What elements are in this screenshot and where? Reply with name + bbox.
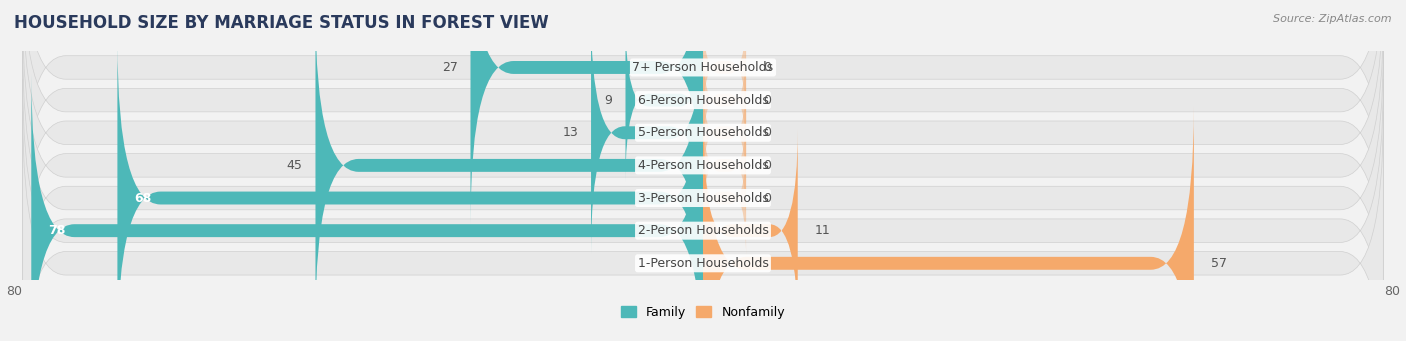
FancyBboxPatch shape — [703, 41, 747, 159]
Text: 27: 27 — [441, 61, 457, 74]
FancyBboxPatch shape — [703, 107, 747, 224]
FancyBboxPatch shape — [703, 74, 747, 192]
FancyBboxPatch shape — [703, 130, 797, 332]
Text: 5-Person Households: 5-Person Households — [637, 126, 769, 139]
FancyBboxPatch shape — [22, 14, 1384, 317]
Text: 68: 68 — [135, 192, 152, 205]
Text: Source: ZipAtlas.com: Source: ZipAtlas.com — [1274, 14, 1392, 24]
FancyBboxPatch shape — [22, 0, 1384, 219]
FancyBboxPatch shape — [471, 0, 703, 224]
FancyBboxPatch shape — [703, 107, 1194, 341]
Text: 0: 0 — [763, 94, 772, 107]
Text: 6-Person Households: 6-Person Households — [637, 94, 769, 107]
Text: 11: 11 — [815, 224, 831, 237]
FancyBboxPatch shape — [22, 47, 1384, 341]
FancyBboxPatch shape — [703, 139, 747, 257]
Text: 45: 45 — [287, 159, 302, 172]
Text: 13: 13 — [562, 126, 578, 139]
FancyBboxPatch shape — [117, 41, 703, 341]
Text: HOUSEHOLD SIZE BY MARRIAGE STATUS IN FOREST VIEW: HOUSEHOLD SIZE BY MARRIAGE STATUS IN FOR… — [14, 14, 548, 32]
Text: 4-Person Households: 4-Person Households — [637, 159, 769, 172]
FancyBboxPatch shape — [22, 0, 1384, 284]
Text: 0: 0 — [763, 61, 772, 74]
Legend: Family, Nonfamily: Family, Nonfamily — [616, 301, 790, 324]
Text: 0: 0 — [763, 159, 772, 172]
FancyBboxPatch shape — [703, 9, 747, 126]
FancyBboxPatch shape — [31, 74, 703, 341]
FancyBboxPatch shape — [315, 9, 703, 322]
Text: 57: 57 — [1211, 257, 1227, 270]
Text: 1-Person Households: 1-Person Households — [637, 257, 769, 270]
FancyBboxPatch shape — [22, 79, 1384, 341]
FancyBboxPatch shape — [626, 18, 703, 182]
Text: 0: 0 — [763, 192, 772, 205]
FancyBboxPatch shape — [591, 12, 703, 254]
FancyBboxPatch shape — [22, 0, 1384, 252]
Text: 2-Person Households: 2-Person Households — [637, 224, 769, 237]
Text: 9: 9 — [605, 94, 613, 107]
Text: 3-Person Households: 3-Person Households — [637, 192, 769, 205]
Text: 78: 78 — [48, 224, 66, 237]
FancyBboxPatch shape — [22, 112, 1384, 341]
Text: 7+ Person Households: 7+ Person Households — [633, 61, 773, 74]
Text: 0: 0 — [763, 126, 772, 139]
